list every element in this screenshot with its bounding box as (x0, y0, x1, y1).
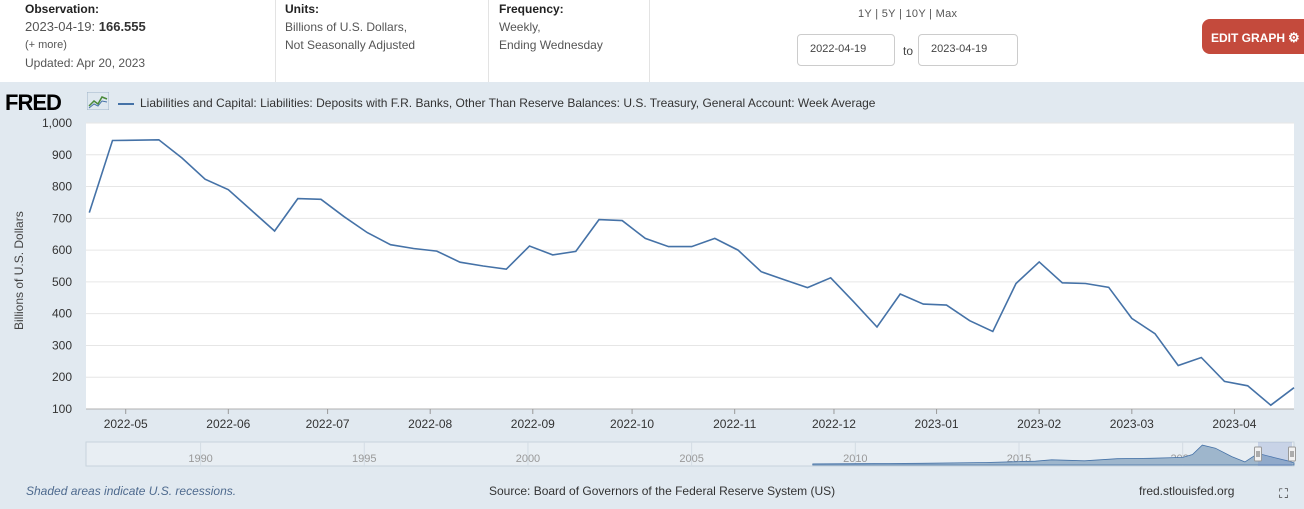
range-separator: | (875, 8, 879, 20)
y-tick-label: 800 (52, 180, 72, 194)
legend-swatch (118, 102, 134, 105)
chart-legend: Liabilities and Capital: Liabilities: De… (118, 96, 875, 110)
y-tick-label: 400 (52, 307, 72, 321)
x-tick-label: 2022-05 (104, 417, 148, 431)
range-max-button[interactable]: Max (935, 8, 958, 20)
recession-note: Shaded areas indicate U.S. recessions. (26, 484, 237, 498)
observation-date: 2023-04-19: (25, 19, 96, 34)
y-tick-label: 200 (52, 370, 72, 384)
y-tick-label: 600 (52, 243, 72, 257)
units-line-1: Billions of U.S. Dollars, (285, 20, 408, 34)
navigator-handle[interactable] (1253, 446, 1262, 462)
x-tick-label: 2023-01 (915, 417, 959, 431)
y-tick-label: 700 (52, 211, 72, 225)
fullscreen-icon[interactable]: ⛶ (1279, 486, 1289, 501)
navigator-selection[interactable] (1257, 442, 1292, 466)
units-label: Units: (285, 2, 319, 16)
x-tick-label: 2022-09 (511, 417, 555, 431)
frequency-line-1: Weekly, (499, 20, 541, 34)
range-10y-button[interactable]: 10Y (905, 8, 926, 20)
navigator-mini-series (812, 444, 1295, 466)
observation-value: 166.555 (98, 19, 146, 34)
x-tick-label: 2023-04 (1212, 417, 1256, 431)
x-tick-label: 2022-07 (306, 417, 350, 431)
navigator-tick-label: 1995 (352, 453, 376, 465)
divider (649, 0, 650, 82)
x-tick-label: 2022-11 (713, 417, 756, 431)
y-tick-label: 1,000 (42, 116, 72, 130)
navigator-handle[interactable] (1288, 446, 1296, 462)
x-tick-label: 2022-12 (812, 417, 856, 431)
observation-row: 2023-04-19: 166.555 (25, 18, 146, 36)
divider (488, 0, 489, 82)
x-tick-label: 2022-10 (610, 417, 654, 431)
range-selector: 1Y | 5Y | 10Y | Max (858, 8, 957, 20)
series-line (88, 138, 1295, 407)
legend-series-name: Liabilities and Capital: Liabilities: De… (140, 96, 876, 110)
start-date-input[interactable]: 2022-04-19 (797, 34, 895, 66)
end-date-input[interactable]: 2023-04-19 (918, 34, 1018, 66)
fred-chart-icon (87, 92, 109, 110)
frequency-block: Frequency: Weekly, Ending Wednesday (499, 0, 603, 54)
x-tick-label: 2023-02 (1017, 417, 1061, 431)
edit-graph-button[interactable]: EDIT GRAPH ⚙ (1202, 19, 1304, 54)
y-tick-label: 900 (52, 148, 72, 162)
x-tick-label: 2022-08 (408, 417, 452, 431)
navigator-tick-label: 2005 (679, 453, 703, 465)
x-tick-label: 2022-06 (206, 417, 250, 431)
navigator-tick-label: 2010 (843, 453, 867, 465)
fred-logo[interactable]: FRED (5, 90, 62, 115)
more-link[interactable]: (+ more) (25, 39, 67, 51)
gear-icon: ⚙ (1288, 30, 1300, 45)
range-separator: | (898, 8, 903, 20)
units-line-2: Not Seasonally Adjusted (285, 38, 416, 52)
site-link[interactable]: fred.stlouisfed.org (1139, 484, 1235, 498)
y-tick-label: 100 (52, 402, 72, 416)
range-separator: | (929, 8, 933, 20)
range-5y-button[interactable]: 5Y (881, 8, 896, 20)
y-tick-label: 300 (52, 338, 72, 352)
header-bar: Observation: 2023-04-19: 166.555 (+ more… (0, 0, 1304, 82)
updated-text: Updated: Apr 20, 2023 (25, 56, 146, 70)
divider (275, 0, 276, 82)
source-text: Source: Board of Governors of the Federa… (489, 484, 836, 498)
observation-label: Observation: (25, 2, 100, 16)
navigator-tick-label: 1990 (188, 453, 212, 465)
frequency-line-2: Ending Wednesday (499, 38, 603, 52)
range-1y-button[interactable]: 1Y (858, 8, 872, 20)
edit-graph-label: EDIT GRAPH (1211, 31, 1286, 45)
y-tick-label: 500 (52, 275, 72, 289)
navigator[interactable]: 1990199520002005201020152020 (85, 441, 1296, 467)
date-to-label: to (903, 44, 914, 58)
observation-block: Observation: 2023-04-19: 166.555 (+ more… (25, 0, 146, 72)
units-block: Units: Billions of U.S. Dollars, Not Sea… (285, 0, 415, 54)
navigator-tick-label: 2000 (516, 453, 540, 465)
plot-area (86, 123, 1294, 409)
x-tick-label: 2023-03 (1110, 417, 1154, 431)
frequency-label: Frequency: (499, 2, 564, 16)
